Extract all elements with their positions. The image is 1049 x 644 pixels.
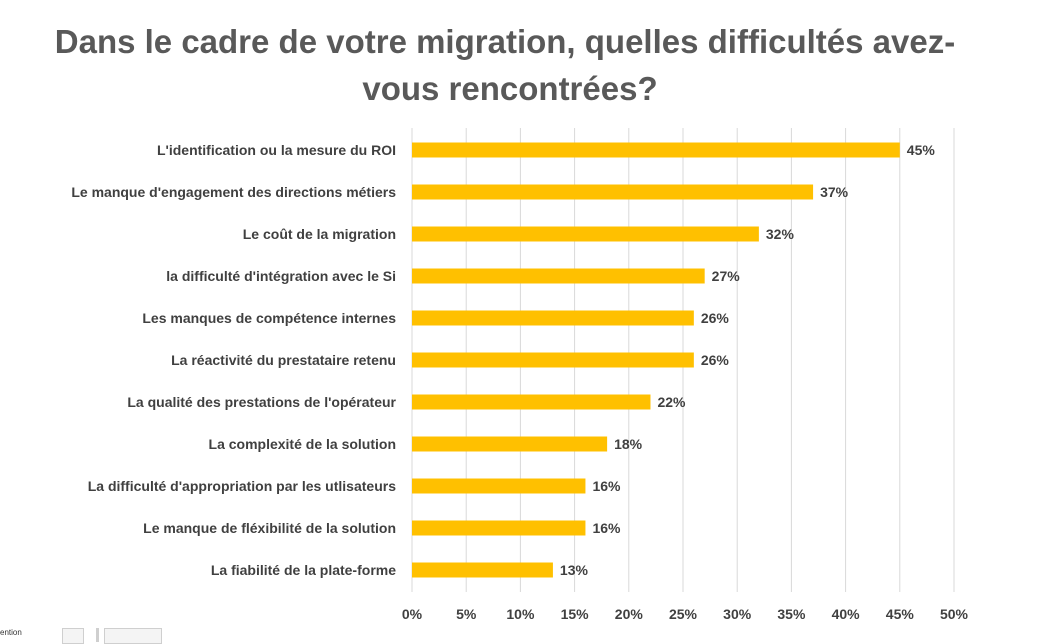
bar xyxy=(412,310,694,326)
x-tick-label: 45% xyxy=(886,606,915,622)
bar xyxy=(412,184,814,200)
x-tick-label: 10% xyxy=(506,606,535,622)
category-label: La complexité de la solution xyxy=(209,436,396,452)
x-tick-label: 0% xyxy=(402,606,423,622)
category-label: La fiabilité de la plate-forme xyxy=(211,562,396,578)
data-label: 18% xyxy=(614,436,643,452)
category-label: Le coût de la migration xyxy=(243,226,396,242)
x-tick-label: 20% xyxy=(615,606,644,622)
data-label: 16% xyxy=(592,520,621,536)
x-tick-label: 15% xyxy=(561,606,590,622)
data-label: 16% xyxy=(592,478,621,494)
bar xyxy=(412,436,608,452)
footer-widget-wide xyxy=(104,628,162,644)
data-label: 32% xyxy=(766,226,795,242)
category-label: La qualité des prestations de l'opérateu… xyxy=(127,394,396,410)
value-labels: 45% 37% 32% 27% 26% 26% 22% 18% 16% 16% 13% xyxy=(560,142,935,578)
chart-title-line-2: vous rencontrées? xyxy=(362,70,658,107)
bar xyxy=(412,562,553,578)
category-label: La réactivité du prestataire retenu xyxy=(171,352,396,368)
category-label: L'identification ou la mesure du ROI xyxy=(157,142,396,158)
data-label: 45% xyxy=(907,142,936,158)
category-labels: L'identification ou la mesure du ROI Le m… xyxy=(71,142,396,578)
x-tick-label: 30% xyxy=(723,606,752,622)
footer-snippet-text: ention xyxy=(0,628,22,637)
data-label: 37% xyxy=(820,184,849,200)
bar xyxy=(412,478,586,494)
footer-divider xyxy=(96,628,99,642)
data-label: 26% xyxy=(701,352,730,368)
data-label: 26% xyxy=(701,310,730,326)
grid-lines xyxy=(411,128,955,592)
category-label: Le manque d'engagement des directions mé… xyxy=(71,184,396,200)
category-label: Les manques de compétence internes xyxy=(142,310,396,326)
bar xyxy=(412,352,694,368)
bar xyxy=(412,142,900,158)
data-label: 13% xyxy=(560,562,589,578)
bars xyxy=(412,142,900,578)
x-tick-label: 50% xyxy=(940,606,969,622)
x-tick-label: 5% xyxy=(456,606,477,622)
bar xyxy=(412,226,759,242)
data-label: 27% xyxy=(712,268,741,284)
data-label: 22% xyxy=(657,394,686,410)
x-tick-label: 35% xyxy=(777,606,806,622)
category-label: Le manque de fléxibilité de la solution xyxy=(143,520,396,536)
bar xyxy=(412,394,651,410)
x-axis-ticks: 0% 5% 10% 15% 20% 25% 30% 35% 40% 45% 50% xyxy=(402,606,969,622)
chart-title: Dans le cadre de votre migration, quelle… xyxy=(0,18,1010,112)
x-tick-label: 25% xyxy=(669,606,698,622)
category-label: La difficulté d'appropriation par les ut… xyxy=(88,478,396,494)
x-tick-label: 40% xyxy=(832,606,861,622)
footer-widget xyxy=(62,628,84,644)
category-label: la difficulté d'intégration avec le Si xyxy=(166,268,396,284)
bar xyxy=(412,268,705,284)
chart-title-line-1: Dans le cadre de votre migration, quelle… xyxy=(54,23,956,60)
bar xyxy=(412,520,586,536)
